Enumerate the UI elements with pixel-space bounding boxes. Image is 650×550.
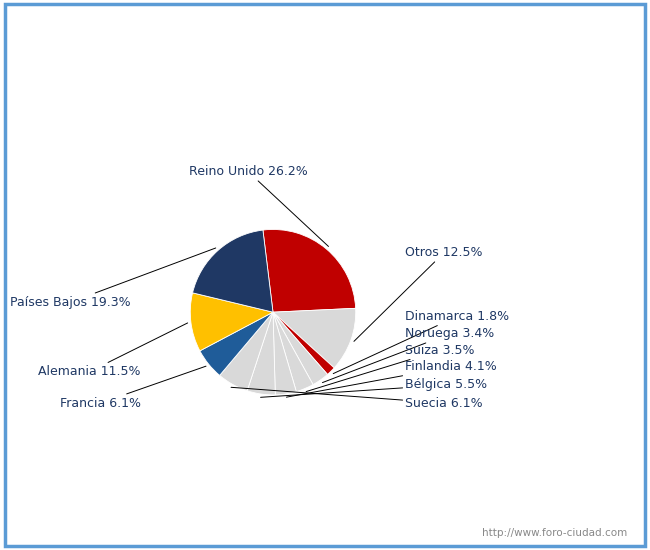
Text: Países Bajos 19.3%: Países Bajos 19.3% [10,248,216,309]
Wedge shape [263,229,356,312]
Wedge shape [192,230,273,312]
Wedge shape [247,312,276,395]
Text: Alemania 11.5%: Alemania 11.5% [38,323,188,378]
Wedge shape [273,312,313,392]
Wedge shape [273,309,356,368]
Text: Suiza 3.5%: Suiza 3.5% [306,344,475,392]
Text: Bélgica 5.5%: Bélgica 5.5% [261,378,488,397]
Text: http://www.foro-ciudad.com: http://www.foro-ciudad.com [482,528,627,538]
Text: Reino Unido 26.2%: Reino Unido 26.2% [188,165,328,246]
Text: Suecia 6.1%: Suecia 6.1% [231,387,483,410]
Wedge shape [273,312,328,384]
Wedge shape [190,293,273,351]
Text: Finlandia 4.1%: Finlandia 4.1% [287,360,497,397]
Text: Pedreguer - Turistas extranjeros según país - Abril de 2024: Pedreguer - Turistas extranjeros según p… [109,10,541,27]
Text: Francia 6.1%: Francia 6.1% [60,366,206,410]
Text: Dinamarca 1.8%: Dinamarca 1.8% [333,310,510,373]
Wedge shape [273,312,334,375]
Wedge shape [220,312,273,390]
Wedge shape [273,312,296,395]
Text: Noruega 3.4%: Noruega 3.4% [322,327,495,383]
Text: Otros 12.5%: Otros 12.5% [354,246,483,342]
Wedge shape [200,312,273,376]
